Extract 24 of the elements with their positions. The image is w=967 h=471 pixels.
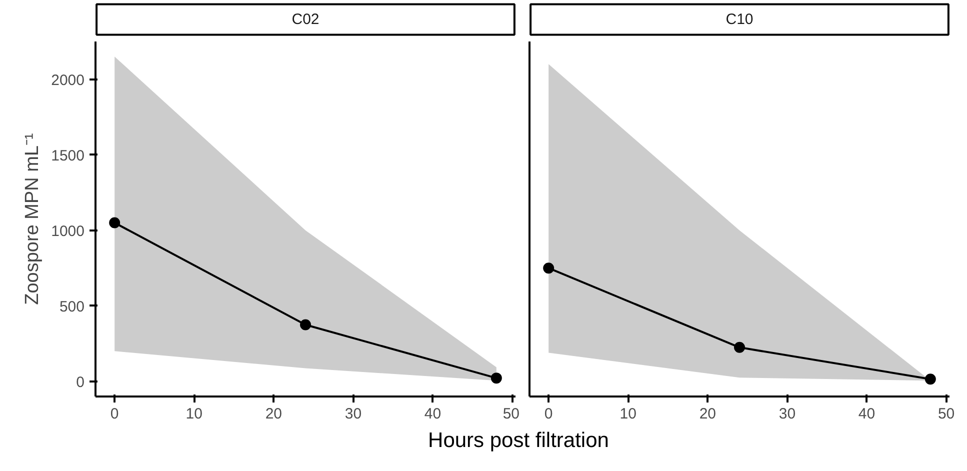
x-tick-label: 10: [620, 406, 636, 422]
y-tick-label: 500: [59, 298, 85, 316]
y-tick-label: 1000: [51, 222, 85, 240]
y-tick-label: 1500: [51, 147, 85, 164]
x-tick-label: 40: [424, 406, 442, 422]
point: [490, 372, 502, 384]
y-tick-label: 2000: [51, 72, 85, 89]
x-tick-label: 20: [265, 406, 282, 422]
x-tick-label: 40: [858, 406, 876, 422]
x-tick-label: 30: [344, 406, 362, 422]
point: [109, 217, 120, 228]
y-axis-title: Zoospore MPN mL⁻¹: [22, 133, 44, 305]
x-tick-label: 50: [938, 406, 955, 422]
chart-title: C02: [292, 11, 320, 28]
x-tick-label: 10: [186, 406, 202, 422]
x-tick-label: 30: [778, 406, 796, 422]
x-tick-label: 20: [699, 406, 716, 422]
x-axis-title: Hours post filtration: [428, 428, 609, 454]
y-tick-label: 0: [76, 374, 84, 391]
x-tick-label: 0: [544, 406, 553, 422]
point: [300, 319, 311, 330]
chart-title: C10: [726, 11, 754, 28]
x-tick-label: 50: [502, 406, 520, 422]
x-tick-label: 0: [110, 406, 119, 422]
